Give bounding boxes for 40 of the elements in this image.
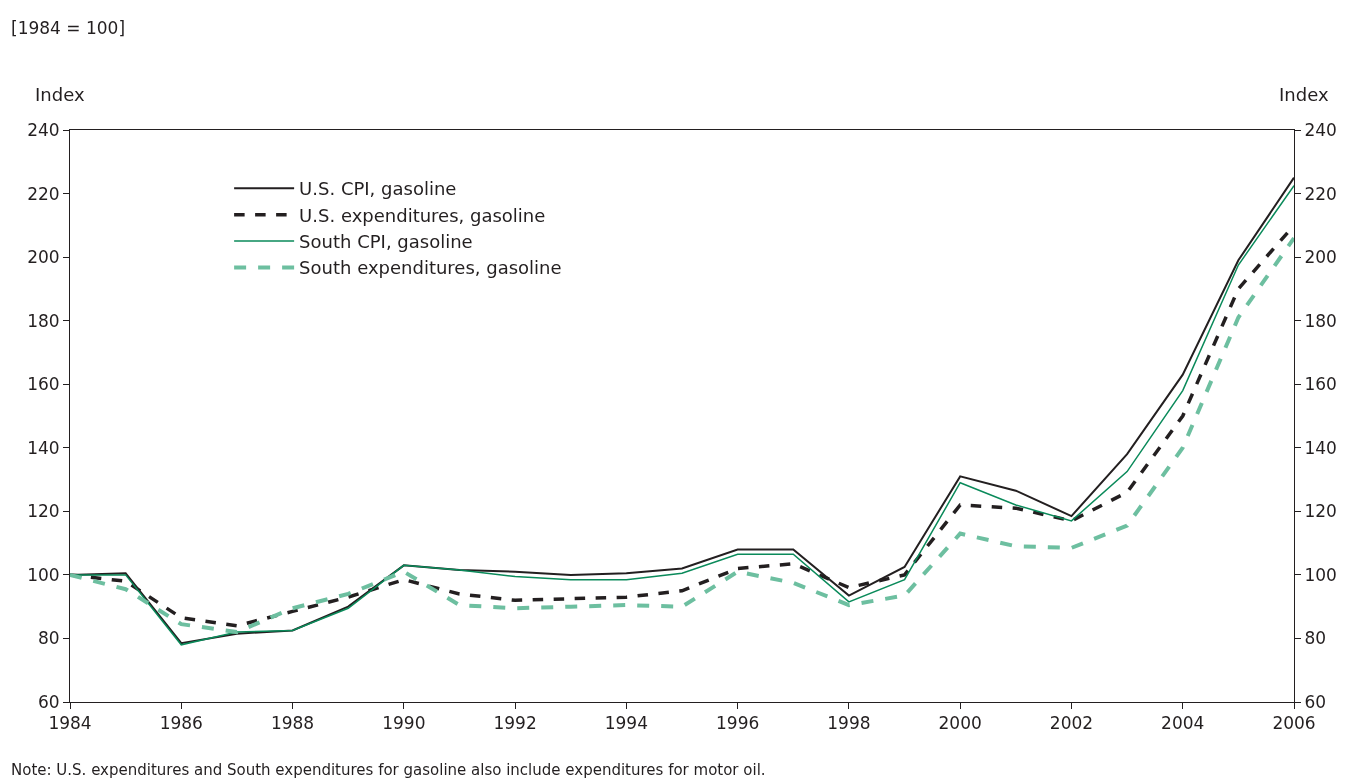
legend-label: South CPI, gasoline [299,231,473,253]
chart-subtitle: [1984 = 100] [11,18,126,38]
y2-tick-label: 200 [1304,247,1337,268]
x-tick-label: 1984 [48,713,92,734]
x-tick-label: 1998 [827,713,871,734]
y-tick-label: 60 [37,691,60,712]
text: Note: U.S. expenditures and South expenditures for gasoline also include expenditures for motor oil. [11,761,766,779]
x-tick-label: 2004 [1161,713,1205,734]
y2-tick-label: 80 [1304,628,1327,649]
y-tick-label: 240 [27,119,60,140]
legend-label: U.S. expenditures, gasoline [299,204,546,226]
legend-label: U.S. CPI, gasoline [299,178,457,200]
legend-label: South expenditures, gasoline [299,257,562,279]
y-axis-title: Index [35,84,85,105]
x-tick-label: 1994 [604,713,648,734]
y-tick-label: 140 [27,437,60,458]
x-tick-label: 2000 [938,713,982,734]
y2-tick-label: 160 [1304,374,1337,395]
x-tick-label: 1996 [716,713,760,734]
x-tick-label: 1986 [159,713,203,734]
y-tick-label: 180 [27,310,60,331]
y2-tick-label: 240 [1304,119,1337,140]
y2-tick-label: 120 [1304,501,1337,522]
y-tick-label: 100 [27,564,60,585]
x-tick-label: 1988 [270,713,315,734]
y2-axis-title: Index [1279,84,1329,105]
x-tick-label: 2002 [1049,713,1094,734]
y2-tick-label: 100 [1304,564,1337,585]
y2-tick-label: 180 [1304,310,1337,331]
x-tick-label: 2006 [1272,713,1316,734]
x-tick-label: 1992 [493,713,537,734]
y2-tick-label: 140 [1304,437,1337,458]
y-tick-label: 200 [27,247,60,268]
y-tick-label: 80 [37,628,60,649]
y-tick-label: 160 [27,374,60,395]
y2-tick-label: 60 [1304,691,1327,712]
y-tick-label: 220 [27,183,60,204]
y-tick-label: 120 [27,501,60,522]
x-tick-label: 1990 [382,713,426,734]
y2-tick-label: 220 [1304,183,1337,204]
